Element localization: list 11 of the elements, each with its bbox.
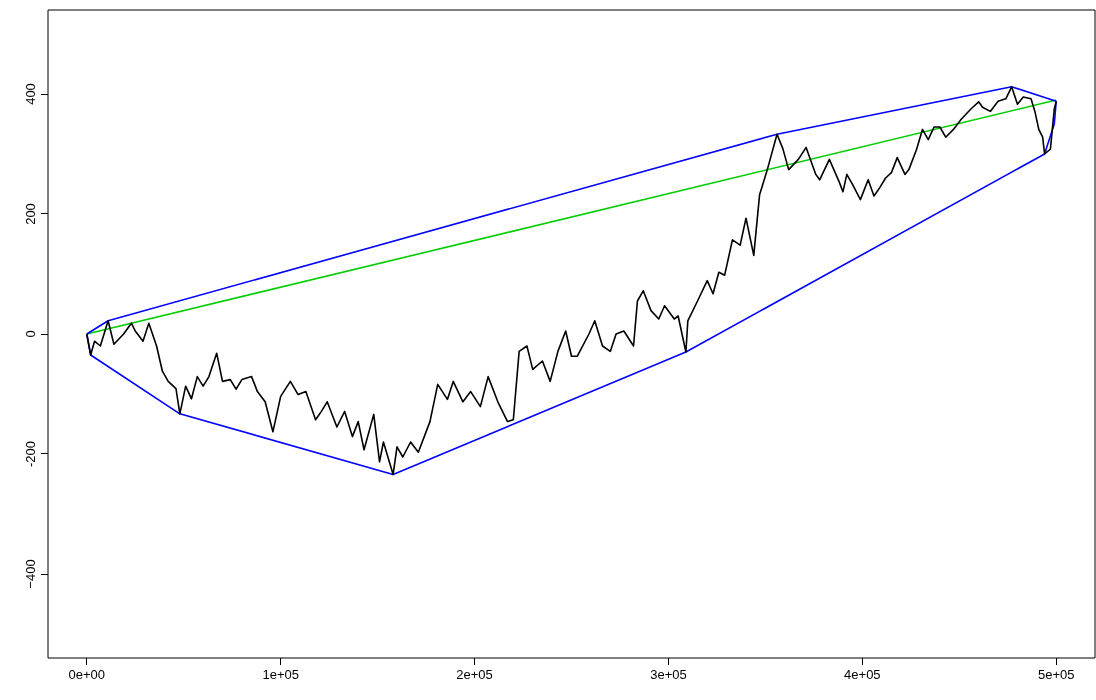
x-tick-label: 3e+05	[650, 667, 687, 683]
x-tick-label: 4e+05	[844, 667, 881, 683]
y-tick-label: 400	[23, 83, 39, 105]
y-tick-label: 0	[23, 330, 39, 338]
y-tick-label: 200	[23, 203, 39, 225]
y-tick-label: −400	[23, 559, 39, 589]
x-tick-label: 1e+05	[262, 667, 299, 683]
x-tick-label: 2e+05	[456, 667, 493, 683]
y-tick-label: -200	[23, 440, 39, 468]
x-tick-label: 5e+05	[1037, 667, 1075, 683]
x-tick-label: 0e+00	[68, 667, 106, 683]
